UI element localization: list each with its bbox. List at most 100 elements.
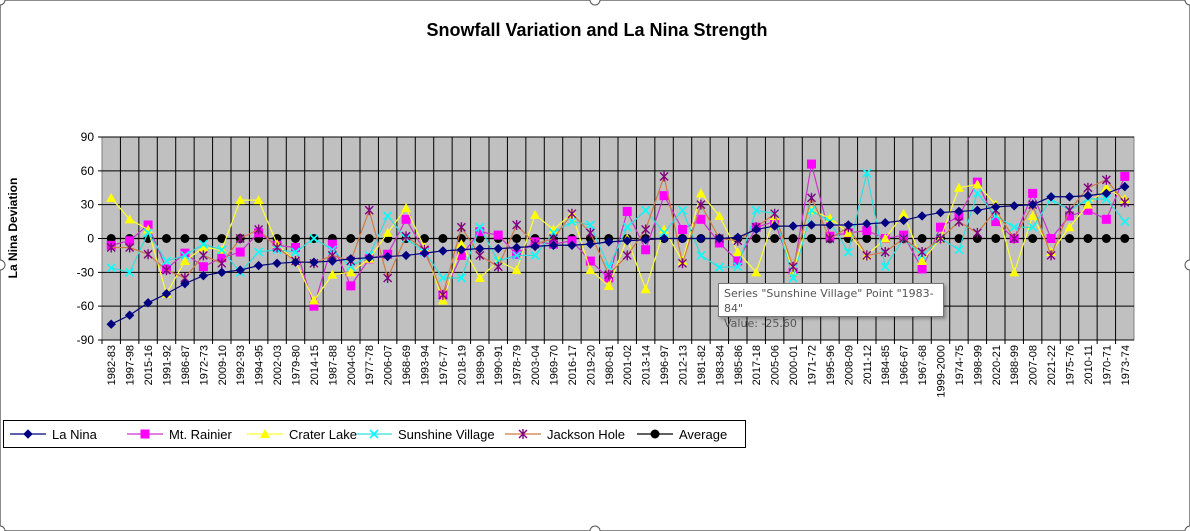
x-tick-label: 1992-93 bbox=[235, 345, 247, 385]
data-point bbox=[622, 250, 632, 261]
data-point bbox=[899, 233, 909, 244]
data-point bbox=[862, 250, 872, 261]
x-tick-label: 1998-99 bbox=[972, 345, 984, 385]
data-point bbox=[585, 234, 595, 243]
data-point bbox=[217, 234, 227, 243]
x-tick-label: 2013-14 bbox=[641, 345, 653, 385]
data-point bbox=[659, 171, 669, 182]
data-point bbox=[843, 247, 853, 257]
data-point bbox=[603, 280, 614, 290]
data-point bbox=[364, 234, 374, 243]
data-point bbox=[106, 234, 116, 243]
y-tick-label: 0 bbox=[87, 232, 94, 246]
data-point bbox=[880, 247, 890, 258]
data-point bbox=[788, 221, 798, 231]
data-point bbox=[364, 205, 374, 216]
data-point bbox=[677, 233, 688, 244]
data-point bbox=[346, 234, 356, 243]
resize-handle[interactable] bbox=[589, 0, 601, 6]
tooltip-value: Value: -25.60 bbox=[724, 317, 797, 330]
data-point bbox=[198, 262, 208, 272]
x-tick-label: 1967-68 bbox=[917, 345, 929, 385]
data-point bbox=[991, 202, 1001, 212]
data-point bbox=[217, 267, 227, 278]
data-point bbox=[1101, 234, 1111, 243]
data-point bbox=[530, 241, 540, 252]
data-point bbox=[659, 191, 669, 201]
data-point bbox=[291, 243, 300, 253]
resize-handle[interactable] bbox=[0, 0, 6, 6]
data-point bbox=[788, 261, 798, 272]
data-point bbox=[1046, 192, 1056, 202]
data-point bbox=[364, 252, 374, 263]
data-point bbox=[511, 265, 522, 275]
x-tick-label: 1970-71 bbox=[1101, 345, 1113, 385]
data-point bbox=[917, 234, 927, 243]
data-point bbox=[1082, 199, 1093, 209]
data-point bbox=[972, 179, 983, 189]
data-point bbox=[917, 211, 927, 221]
data-point bbox=[788, 234, 798, 243]
x-tick-label: 1996-97 bbox=[659, 345, 671, 385]
data-point bbox=[696, 233, 706, 244]
data-point bbox=[1064, 222, 1075, 232]
data-point bbox=[420, 234, 429, 243]
data-point bbox=[585, 265, 596, 275]
resize-handle[interactable] bbox=[1184, 259, 1190, 271]
data-point bbox=[843, 220, 854, 230]
data-point bbox=[1083, 234, 1093, 243]
y-tick-label: 90 bbox=[81, 130, 95, 144]
data-point bbox=[585, 220, 595, 230]
resize-handle[interactable] bbox=[1184, 525, 1190, 531]
data-point bbox=[456, 222, 466, 233]
data-point bbox=[179, 256, 190, 266]
y-tick-label: -90 bbox=[77, 333, 95, 347]
resize-handle[interactable] bbox=[0, 525, 6, 531]
data-point bbox=[512, 234, 522, 243]
legend-label: Sunshine Village bbox=[398, 427, 495, 442]
data-point bbox=[622, 236, 632, 246]
data-point bbox=[290, 257, 301, 267]
data-point bbox=[125, 267, 135, 277]
data-point bbox=[106, 242, 116, 253]
data-point bbox=[401, 203, 412, 213]
data-point bbox=[807, 192, 816, 203]
x-tick-label: 2001-02 bbox=[622, 345, 634, 385]
data-point bbox=[327, 239, 337, 249]
resize-handle[interactable] bbox=[0, 259, 6, 271]
x-tick-label: 1985-86 bbox=[733, 345, 745, 385]
data-point bbox=[346, 281, 356, 291]
data-point bbox=[1120, 197, 1130, 208]
y-tick-label: 60 bbox=[81, 164, 95, 178]
data-point bbox=[1120, 234, 1130, 243]
y-axis-label: La Nina Deviation bbox=[6, 178, 20, 279]
x-tick-label: 1974-75 bbox=[954, 345, 966, 385]
data-point bbox=[954, 216, 964, 227]
data-point bbox=[585, 227, 595, 238]
data-point bbox=[493, 230, 503, 240]
data-point bbox=[253, 195, 264, 205]
x-tick-label: 2014-15 bbox=[309, 345, 321, 385]
data-point bbox=[1083, 205, 1093, 215]
data-point bbox=[622, 222, 632, 232]
data-point bbox=[917, 264, 927, 274]
resize-handle[interactable] bbox=[1184, 0, 1190, 6]
data-point bbox=[953, 182, 964, 192]
data-point bbox=[382, 227, 393, 237]
data-point bbox=[567, 240, 577, 250]
data-point bbox=[180, 248, 190, 258]
data-point bbox=[548, 240, 559, 250]
data-point bbox=[291, 234, 300, 243]
data-point bbox=[125, 242, 135, 253]
series-jackson-hole bbox=[106, 171, 1130, 300]
data-point bbox=[585, 256, 595, 266]
x-tick-label: 2008-09 bbox=[843, 345, 855, 385]
data-point bbox=[1083, 190, 1093, 201]
data-point bbox=[733, 256, 743, 266]
data-point bbox=[456, 239, 467, 249]
legend-marker bbox=[518, 429, 528, 439]
data-point bbox=[1009, 222, 1019, 232]
data-point bbox=[419, 248, 430, 258]
resize-handle[interactable] bbox=[589, 525, 601, 531]
